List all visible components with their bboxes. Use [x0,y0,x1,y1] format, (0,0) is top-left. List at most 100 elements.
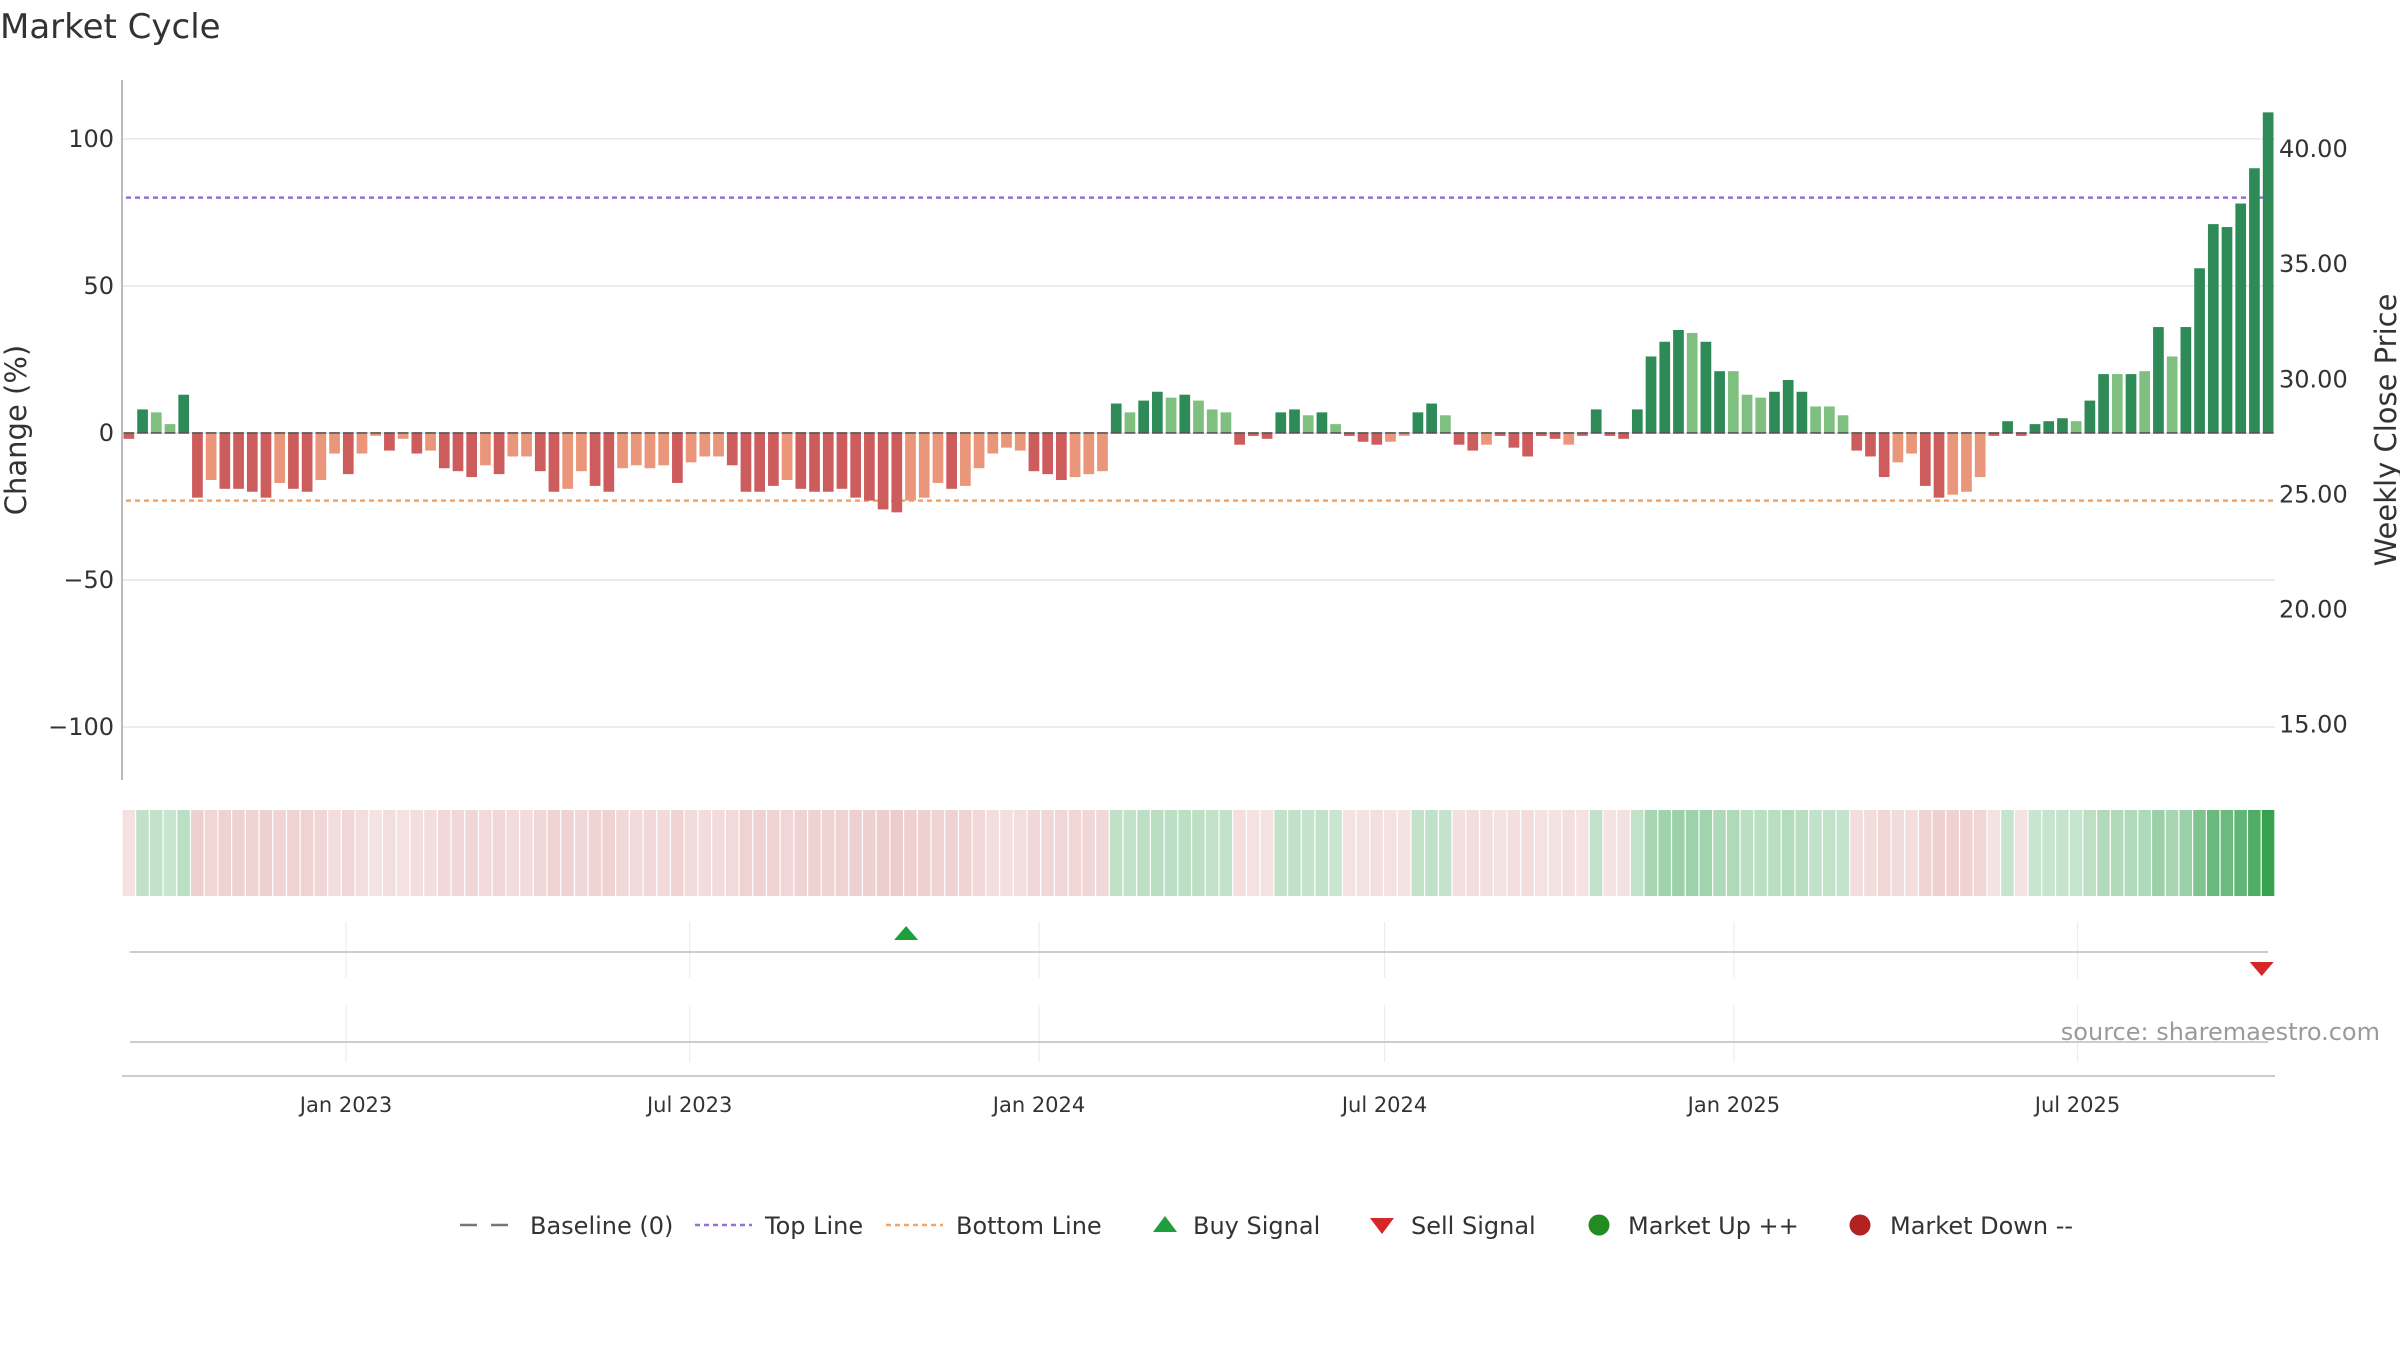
y2-tick-label: 35.00 [2279,250,2348,278]
heat-cell [602,810,615,896]
heat-cell [1315,810,1329,896]
change-bar [795,432,807,489]
chart-title: Market Cycle [0,7,221,47]
change-bar [1604,432,1616,436]
heat-cell [1411,810,1425,896]
change-bar [2207,224,2219,433]
heat-cell [273,810,286,896]
heat-cell [1219,810,1233,896]
change-bar [1508,432,1520,448]
change-bar [1056,432,1067,480]
change-bars [123,112,2274,513]
heat-cell [1973,810,1987,896]
change-bar [1988,432,2000,436]
heat-cell [218,810,231,896]
reference-lines [126,196,2275,502]
change-bar [1522,432,1533,457]
change-bar [1481,432,1492,445]
change-bar [425,432,436,451]
change-bar [1535,432,1547,436]
heat-cell [410,810,423,896]
change-bar [726,432,738,466]
change-bar [1741,394,1753,433]
cycle-heat-strip [122,810,2275,896]
change-bar [1152,391,1163,433]
change-bar [534,432,546,472]
heat-cell [1329,810,1342,896]
heat-cell [712,810,725,896]
y2-tick-label: 40.00 [2279,135,2348,163]
heat-cell [314,810,327,896]
heat-cell [2220,810,2234,896]
change-bar [905,432,916,501]
heat-cell [479,810,492,896]
heat-cell [1397,810,1411,896]
change-bar [507,432,519,457]
change-bar [1439,415,1451,433]
change-bar [644,432,656,469]
change-bar [219,432,231,489]
change-bar [1289,409,1300,433]
legend-item: Market Up ++ [1588,1212,1799,1240]
heat-cell [643,810,657,896]
legend-triangle-down-marker [1370,1218,1394,1234]
heat-cell [1370,810,1383,896]
heat-cell [1096,810,1109,896]
change-bar [274,432,286,483]
heat-cell [163,810,177,896]
heat-cell [1877,810,1891,896]
change-bar [1659,341,1671,433]
heat-cell [2110,810,2124,896]
change-bar [1028,432,1040,472]
heat-cell [1041,810,1054,896]
change-bar [1357,432,1369,442]
heat-cell [1644,810,1658,896]
change-bar [1069,432,1081,478]
change-bar [1385,432,1396,442]
legend-label: Baseline (0) [530,1212,673,1240]
change-bar [1933,432,1945,498]
heat-cell [506,810,519,896]
heat-cell [2165,810,2179,896]
legend-item: Bottom Line [886,1212,1102,1240]
heat-cell [1164,810,1178,896]
heat-cell [1754,810,1767,896]
heat-cell [588,810,602,896]
change-bar [864,432,875,501]
heat-cell [1438,810,1452,896]
change-bar [1412,412,1424,433]
change-bar [1961,432,1972,492]
change-bar [411,432,423,454]
change-bar [960,432,971,486]
change-bar [2221,227,2233,433]
heat-cell [1822,810,1836,896]
change-bar [754,432,766,492]
change-bar [1631,409,1643,433]
heat-cell [1617,810,1630,896]
heat-cell [1891,810,1905,896]
heat-cell [1864,810,1877,896]
change-bar [685,432,697,463]
heat-cell [1534,810,1548,896]
heat-cell [465,810,478,896]
change-bar [1110,403,1122,433]
heat-cell [1000,810,1013,896]
heat-cell [2124,810,2138,896]
change-bar [768,432,779,486]
change-bar [1549,432,1561,439]
heat-cell [780,810,794,896]
heat-cell [383,810,396,896]
change-bar [1083,432,1095,475]
heat-cell [1493,810,1507,896]
change-bar [466,432,478,478]
change-bar [809,432,820,492]
heat-cell [1192,810,1205,896]
change-bar [1426,403,1437,433]
heat-cell [904,810,917,896]
change-bar [2249,168,2260,433]
change-bar [946,432,958,489]
change-bar [2043,421,2055,433]
change-bar [2057,418,2068,433]
heat-cell [2042,810,2055,896]
heat-cell [821,810,835,896]
